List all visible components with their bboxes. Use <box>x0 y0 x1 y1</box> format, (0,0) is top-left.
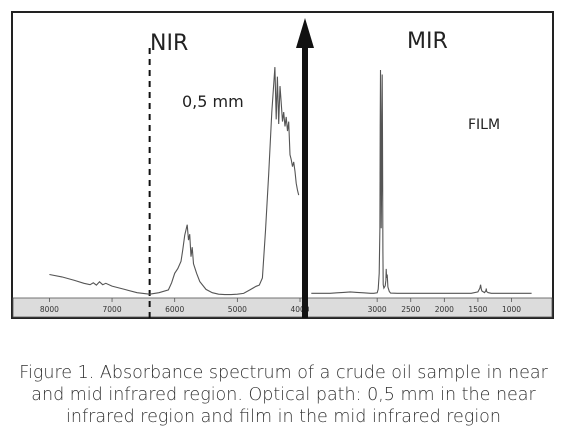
nir-annotation: 0,5 mm <box>182 92 244 111</box>
mir-label: MIR <box>407 29 448 54</box>
mir-spectrum-line <box>311 69 532 294</box>
x-axis-strip <box>12 297 553 318</box>
up-arrow-icon <box>296 18 314 48</box>
nir-tick-label: 5000 <box>228 305 247 314</box>
spectrum-figure: 8000 7000 6000 5000 4000 3000 2500 2000 1500 100… <box>11 11 554 319</box>
nir-spectrum-line <box>49 67 300 296</box>
nir-tick-label: 8000 <box>40 305 59 314</box>
mir-tick-label: 3000 <box>368 305 387 314</box>
caption-line: infrared region and film in the mid infr… <box>66 407 501 427</box>
nir-tick-label: 7000 <box>103 305 122 314</box>
mir-tick-label: 2500 <box>401 305 420 314</box>
nir-tick-label: 4000 <box>290 305 309 314</box>
mir-tick-label: 2000 <box>435 305 454 314</box>
nir-x-ticks: 8000 7000 6000 5000 4000 <box>40 298 310 314</box>
nir-label: NIR <box>150 31 188 56</box>
mir-annotation: FILM <box>468 117 500 133</box>
caption-line: Figure 1. Absorbance spectrum of a crude… <box>19 363 548 383</box>
mir-tick-label: 1500 <box>468 305 487 314</box>
plot-frame <box>11 11 554 319</box>
mir-x-ticks: 3000 2500 2000 1500 1000 <box>368 298 521 314</box>
figure-caption: Figure 1. Absorbance spectrum of a crude… <box>10 362 557 428</box>
caption-line: and mid infrared region. Optical path: 0… <box>31 385 536 405</box>
nir-tick-label: 6000 <box>165 305 184 314</box>
mir-tick-label: 1000 <box>502 305 521 314</box>
